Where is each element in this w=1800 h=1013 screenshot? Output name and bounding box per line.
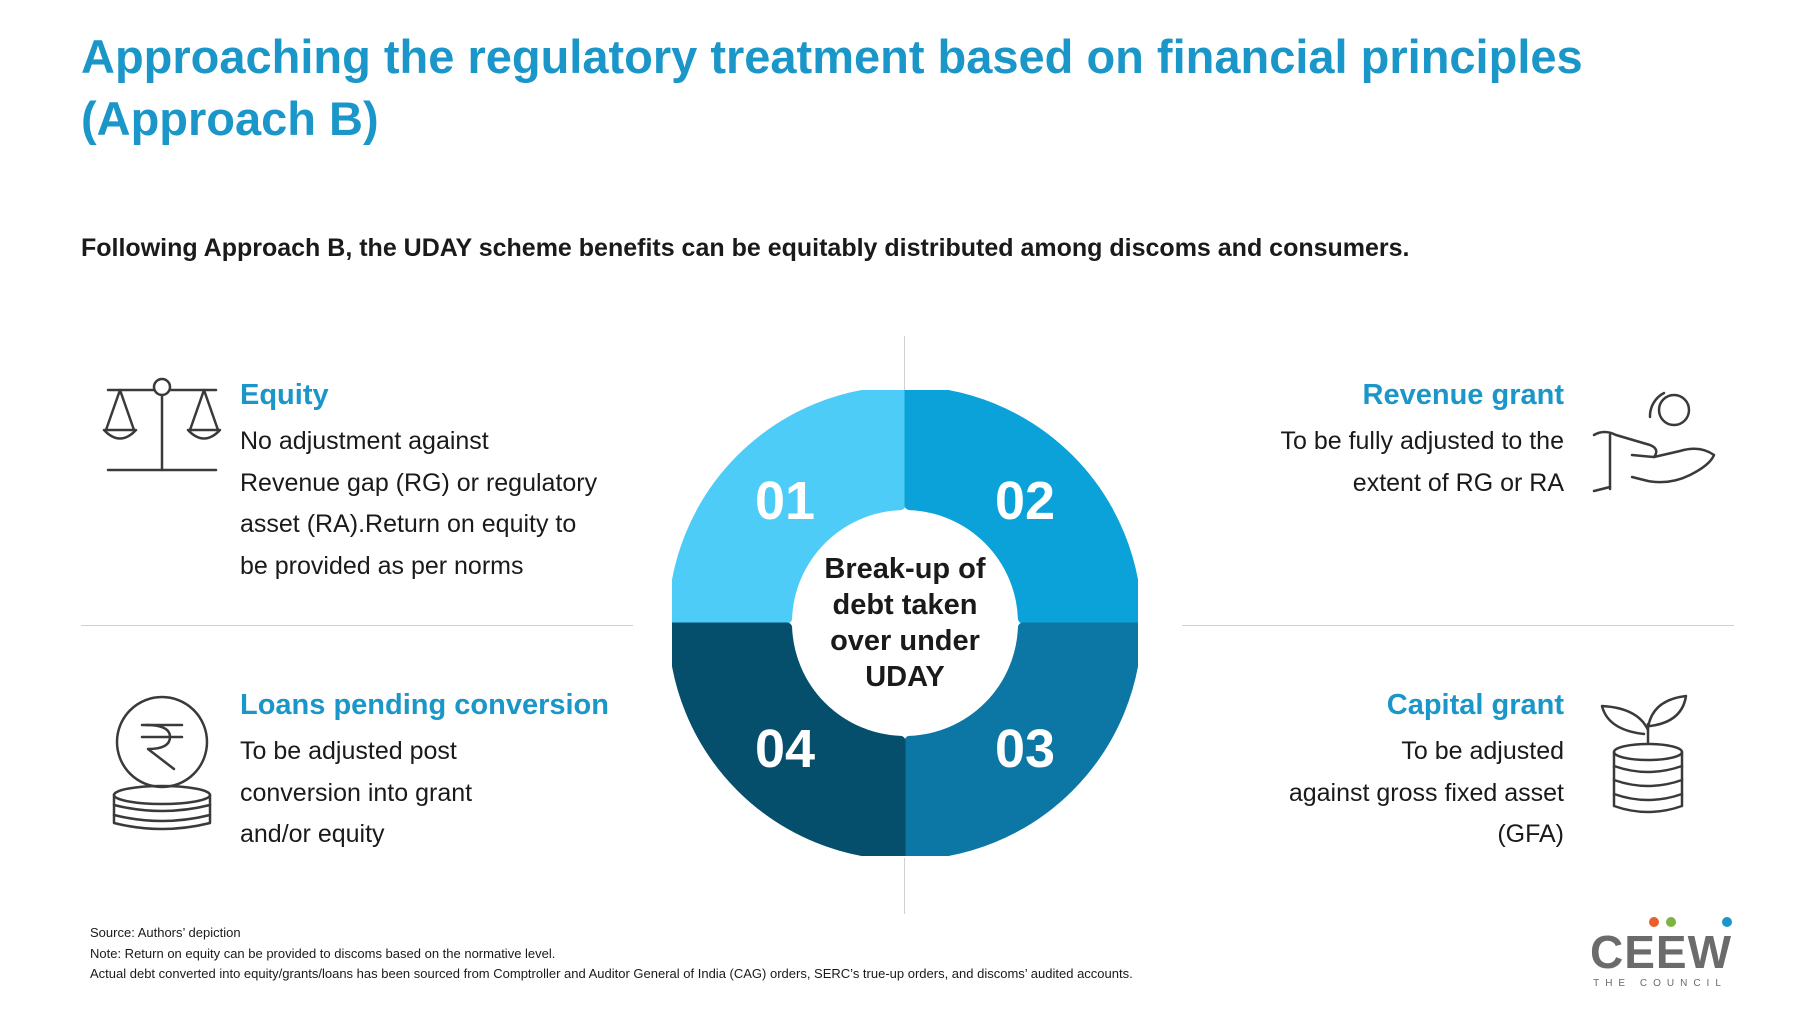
- ring-quadrant-03: [904, 622, 1142, 860]
- logo-dot-green: [1666, 917, 1676, 927]
- equity-heading: Equity: [240, 379, 329, 411]
- ring-quadrant-01: [668, 386, 906, 624]
- horizontal-divider-right: [1182, 625, 1734, 626]
- data-source-note: Actual debt converted into equity/grants…: [90, 966, 1133, 981]
- revenue-grant-line: To be fully adjusted to the: [1280, 427, 1564, 455]
- hand-coin-icon: [1592, 383, 1720, 498]
- debt-breakup-diagram: 01 02 03 04 Break-up of debt taken over und…: [668, 386, 1142, 861]
- ceew-logo: CEEW THE COUNCIL: [1590, 913, 1732, 993]
- horizontal-divider-left: [81, 625, 633, 626]
- source-note: Source: Authors’ depiction: [90, 925, 241, 940]
- revenue-grant-heading: Revenue grant: [1362, 379, 1564, 411]
- equity-text: No adjustment against Revenue gap (RG) o…: [240, 421, 660, 587]
- revenue-grant-line: extent of RG or RA: [1352, 468, 1564, 497]
- revenue-grant-text: To be fully adjusted to the extent of RG…: [1180, 421, 1564, 504]
- logo-wordmark: CEEW: [1590, 926, 1732, 978]
- loans-block: Loans pending conversion To be adjusted …: [240, 685, 660, 856]
- ring-svg: 01 02 03 04 Break-up of debt taken over und…: [668, 386, 1142, 860]
- center-label-line: Break-up of: [824, 553, 985, 585]
- ring-quadrant-02: [904, 386, 1142, 624]
- balance-scale-icon: [100, 375, 225, 475]
- plant-coins-icon: [1598, 690, 1702, 818]
- equity-line: Revenue gap (RG) or regulatory: [240, 468, 598, 497]
- center-label-line: UDAY: [865, 661, 945, 693]
- capital-grant-line: against gross fixed asset: [1288, 778, 1564, 807]
- center-label-line: over under: [830, 625, 980, 657]
- vertical-divider-top: [904, 336, 905, 392]
- loans-line: To be adjusted post: [240, 737, 457, 765]
- equity-line: be provided as per norms: [240, 551, 524, 580]
- capital-grant-block: Capital grant To be adjusted against gro…: [1180, 685, 1564, 856]
- logo-tagline: THE COUNCIL: [1593, 978, 1727, 989]
- rupee-coin-stack-icon: [108, 695, 218, 835]
- logo-dot-blue: [1722, 917, 1732, 927]
- loans-line: and/or equity: [240, 820, 385, 848]
- quadrant-number-02: 02: [995, 471, 1055, 531]
- capital-grant-text: To be adjusted against gross fixed asset…: [1180, 731, 1564, 856]
- equity-line: No adjustment against: [240, 427, 489, 455]
- capital-grant-heading: Capital grant: [1386, 689, 1564, 721]
- vertical-divider-bottom: [904, 858, 905, 914]
- page-subtitle: Following Approach B, the UDAY scheme be…: [81, 234, 1410, 262]
- logo-dot-orange: [1649, 917, 1659, 927]
- revenue-grant-block: Revenue grant To be fully adjusted to th…: [1180, 375, 1564, 504]
- equity-line: asset (RA).Return on equity to: [240, 510, 577, 538]
- footer-notes: Source: Authors’ depiction Note: Return …: [90, 923, 1290, 985]
- loans-line: conversion into grant: [240, 778, 473, 807]
- capital-grant-line: (GFA): [1497, 820, 1564, 848]
- center-label-line: debt taken: [832, 589, 977, 621]
- loans-text: To be adjusted post conversion into gran…: [240, 731, 660, 856]
- equity-block: Equity No adjustment against Revenue gap…: [240, 375, 660, 587]
- ring-quadrant-04: [668, 622, 906, 860]
- footnote: Note: Return on equity can be provided t…: [90, 945, 556, 961]
- quadrant-number-01: 01: [755, 471, 815, 531]
- quadrant-number-03: 03: [995, 719, 1055, 779]
- loans-heading: Loans pending conversion: [240, 689, 609, 721]
- quadrant-number-04: 04: [755, 719, 815, 779]
- page-title: Approaching the regulatory treatment bas…: [81, 30, 1583, 145]
- capital-grant-line: To be adjusted: [1401, 737, 1564, 765]
